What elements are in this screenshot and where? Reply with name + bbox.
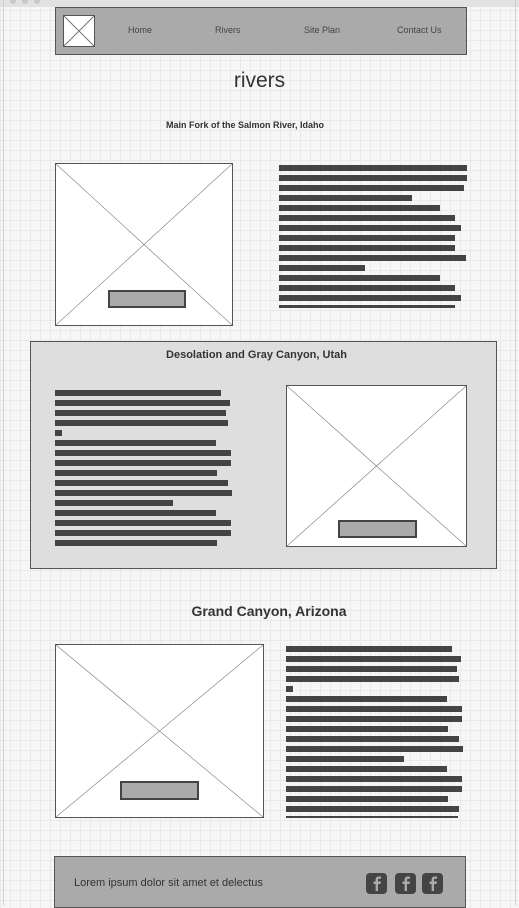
text-line [55,510,216,516]
text-line [286,726,448,732]
text-line [55,500,173,506]
logo-placeholder-icon[interactable] [63,15,95,47]
nav-bar: Home Rivers Site Plan Contact Us [55,7,467,55]
text-line [286,816,458,818]
text-line [279,285,455,291]
text-line [286,716,462,722]
placeholder-cross-icon [287,386,466,546]
nav-link-site-plan[interactable]: Site Plan [304,25,341,35]
text-line [286,686,293,692]
placeholder-cross-icon [56,645,263,817]
text-line [286,646,452,652]
image-placeholder [55,644,264,818]
placeholder-cross-icon [56,164,232,325]
text-line [286,736,459,742]
text-line [286,666,457,672]
text-line [55,460,231,466]
text-line [279,205,440,211]
text-line [286,796,448,802]
window-dot [34,0,40,4]
text-line [279,255,466,261]
image-placeholder [55,163,233,326]
window-top-strip [0,0,519,7]
text-line [55,400,230,406]
image-placeholder [286,385,467,547]
footer: Lorem ipsum dolor sit amet et delectus [54,856,466,908]
page-title: rivers [233,69,286,92]
text-line [279,265,365,271]
window-dot [22,0,28,4]
text-line [286,786,462,792]
text-line [55,480,228,486]
text-block [55,390,233,550]
facebook-icon[interactable] [366,873,387,894]
text-line [279,275,440,281]
text-line [279,215,455,221]
text-line [286,756,404,762]
image-button[interactable] [338,520,417,538]
text-line [279,185,464,191]
text-line [286,766,447,772]
section-title-grand-canyon: Grand Canyon, Arizona [191,603,347,619]
text-line [55,390,221,396]
facebook-icon[interactable] [395,873,416,894]
text-line [55,520,231,526]
text-line [279,245,455,251]
text-line [55,420,228,426]
text-line [55,470,217,476]
nav-link-home[interactable]: Home [128,25,153,35]
text-line [286,656,461,662]
facebook-icon[interactable] [422,873,443,894]
text-line [55,440,216,446]
text-line [279,175,467,181]
image-button[interactable] [108,290,186,308]
text-line [279,295,461,301]
section-title-desolation-canyon: Desolation and Gray Canyon, Utah [166,349,347,361]
text-line [55,530,231,536]
text-line [286,696,447,702]
highlight-band: Desolation and Gray Canyon, Utah [30,341,497,569]
text-line [279,165,467,171]
nav-link-contact-us[interactable]: Contact Us [397,25,442,35]
text-line [279,225,461,231]
text-line [286,746,463,752]
text-line [55,540,217,546]
text-line [286,776,462,782]
frame-right-edge [515,0,516,905]
text-line [286,676,459,682]
text-line [55,450,231,456]
text-line [286,706,462,712]
section-title-salmon-river: Main Fork of the Salmon River, Idaho [165,120,325,130]
text-line [55,410,226,416]
text-line [55,430,62,436]
text-block [286,646,464,822]
window-dot [10,0,16,4]
text-line [279,235,455,241]
text-line [279,195,412,201]
nav-link-rivers[interactable]: Rivers [215,25,241,35]
text-block [279,165,467,312]
text-line [279,305,455,308]
image-button[interactable] [120,781,199,800]
footer-text: Lorem ipsum dolor sit amet et delectus [74,877,263,889]
text-line [286,806,459,812]
frame-left-edge [3,0,4,905]
text-line [55,490,232,496]
